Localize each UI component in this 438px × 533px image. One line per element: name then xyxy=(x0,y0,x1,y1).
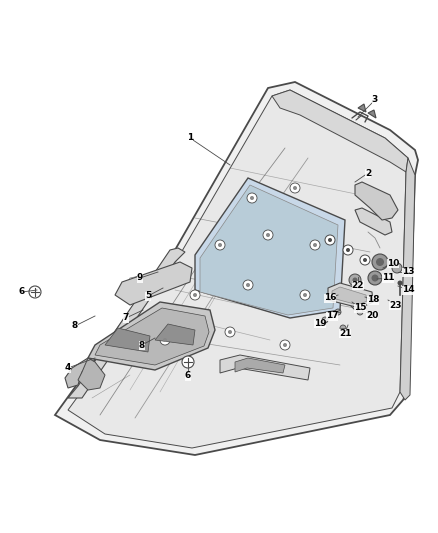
Circle shape xyxy=(246,283,250,287)
Text: 6: 6 xyxy=(185,372,191,381)
Text: 22: 22 xyxy=(352,280,364,289)
Text: 7: 7 xyxy=(123,313,129,322)
Circle shape xyxy=(325,235,335,245)
Text: 10: 10 xyxy=(387,259,399,268)
Text: 6: 6 xyxy=(19,287,25,296)
Polygon shape xyxy=(155,324,195,345)
Text: 14: 14 xyxy=(402,286,414,295)
Circle shape xyxy=(160,335,170,345)
Polygon shape xyxy=(95,308,209,365)
Circle shape xyxy=(349,274,361,286)
Circle shape xyxy=(290,183,300,193)
Polygon shape xyxy=(88,302,215,370)
Circle shape xyxy=(398,280,403,286)
Polygon shape xyxy=(200,185,338,315)
Text: 23: 23 xyxy=(389,301,401,310)
Polygon shape xyxy=(68,90,408,448)
Text: 5: 5 xyxy=(145,292,151,301)
Circle shape xyxy=(376,258,384,266)
Circle shape xyxy=(218,243,222,247)
Circle shape xyxy=(303,293,307,297)
Circle shape xyxy=(313,243,317,247)
Circle shape xyxy=(266,233,270,237)
Text: 15: 15 xyxy=(354,303,366,312)
Polygon shape xyxy=(105,328,150,352)
Polygon shape xyxy=(235,358,285,373)
Circle shape xyxy=(310,240,320,250)
Polygon shape xyxy=(78,358,105,390)
Circle shape xyxy=(357,309,363,315)
Text: 3: 3 xyxy=(372,95,378,104)
Polygon shape xyxy=(358,104,366,112)
Circle shape xyxy=(322,317,328,323)
Text: 17: 17 xyxy=(326,311,338,320)
Polygon shape xyxy=(55,82,418,455)
Circle shape xyxy=(372,254,388,270)
Circle shape xyxy=(340,325,346,331)
Text: 16: 16 xyxy=(324,294,336,303)
Circle shape xyxy=(247,193,257,203)
Circle shape xyxy=(363,258,367,262)
Circle shape xyxy=(353,278,357,282)
Circle shape xyxy=(360,255,370,265)
Circle shape xyxy=(371,274,378,281)
Polygon shape xyxy=(68,248,185,398)
Circle shape xyxy=(343,245,353,255)
Circle shape xyxy=(335,309,341,315)
Text: 4: 4 xyxy=(65,364,71,373)
Circle shape xyxy=(300,290,310,300)
Polygon shape xyxy=(115,262,192,305)
Polygon shape xyxy=(272,90,408,172)
Circle shape xyxy=(182,356,194,368)
Circle shape xyxy=(225,327,235,337)
Text: 8: 8 xyxy=(139,341,145,350)
Text: 2: 2 xyxy=(365,168,371,177)
Circle shape xyxy=(283,343,287,347)
Circle shape xyxy=(293,186,297,190)
Polygon shape xyxy=(332,287,367,305)
Polygon shape xyxy=(355,208,392,235)
Circle shape xyxy=(250,196,254,200)
Text: 8: 8 xyxy=(72,321,78,330)
Polygon shape xyxy=(195,178,345,318)
Text: 21: 21 xyxy=(339,328,351,337)
Text: 1: 1 xyxy=(187,133,193,142)
Text: 13: 13 xyxy=(402,268,414,277)
Circle shape xyxy=(193,293,197,297)
Circle shape xyxy=(228,330,232,334)
Text: 18: 18 xyxy=(367,295,379,304)
Polygon shape xyxy=(400,158,415,400)
Polygon shape xyxy=(65,358,92,388)
Polygon shape xyxy=(328,283,373,308)
Circle shape xyxy=(243,280,253,290)
Text: 20: 20 xyxy=(366,311,378,319)
Polygon shape xyxy=(368,110,376,118)
Polygon shape xyxy=(355,182,398,220)
Circle shape xyxy=(215,240,225,250)
Circle shape xyxy=(346,248,350,252)
Circle shape xyxy=(190,290,200,300)
Circle shape xyxy=(368,271,382,285)
Circle shape xyxy=(263,230,273,240)
Text: 9: 9 xyxy=(137,273,143,282)
Polygon shape xyxy=(220,355,310,380)
Circle shape xyxy=(29,286,41,298)
Text: 19: 19 xyxy=(314,319,326,327)
Circle shape xyxy=(392,263,402,273)
Text: 11: 11 xyxy=(382,273,394,282)
Circle shape xyxy=(328,238,332,242)
Circle shape xyxy=(280,340,290,350)
Circle shape xyxy=(163,338,167,342)
